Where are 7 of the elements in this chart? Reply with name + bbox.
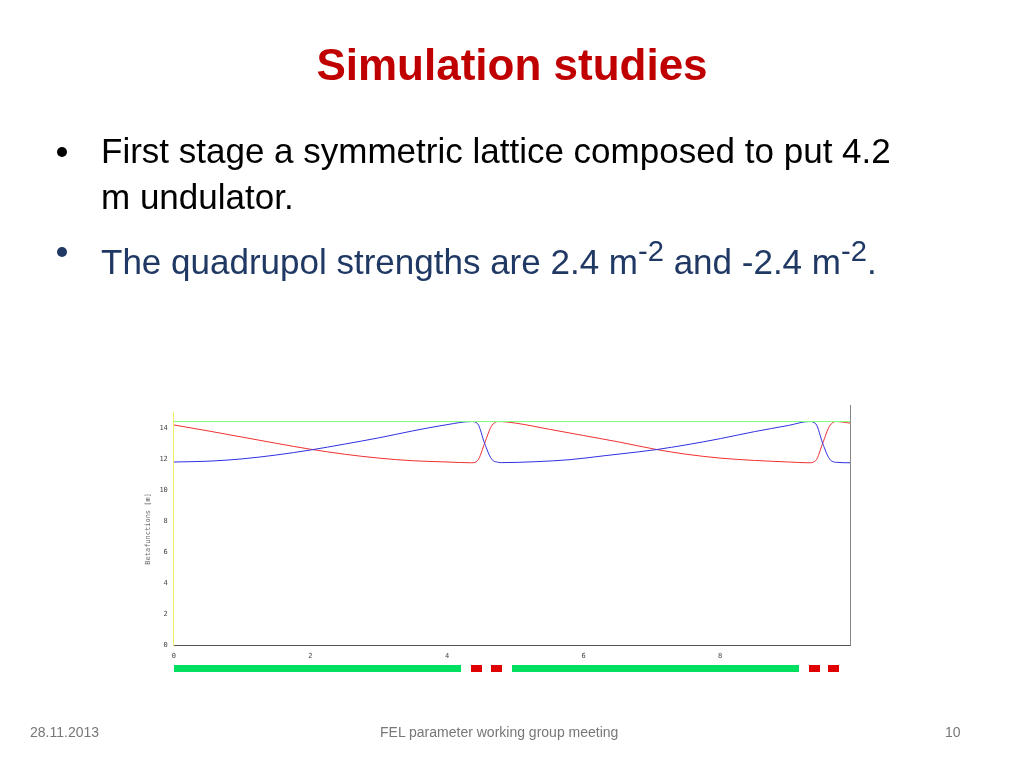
text: FEL parameter working group meeting	[380, 724, 619, 740]
text: The quadrupol strengths are 2.4 m$^{-2}$ and -2.4 m$^{-2}$.	[100, 234, 878, 283]
text: 28.11.2013	[30, 724, 100, 740]
text: First stage a symmetric lattice composed to put 4.2 m undulator.	[100, 130, 892, 218]
chart-title: Simulation studies	[315, 40, 709, 90]
text: 10	[945, 724, 961, 740]
line-series	[173, 421, 850, 464]
